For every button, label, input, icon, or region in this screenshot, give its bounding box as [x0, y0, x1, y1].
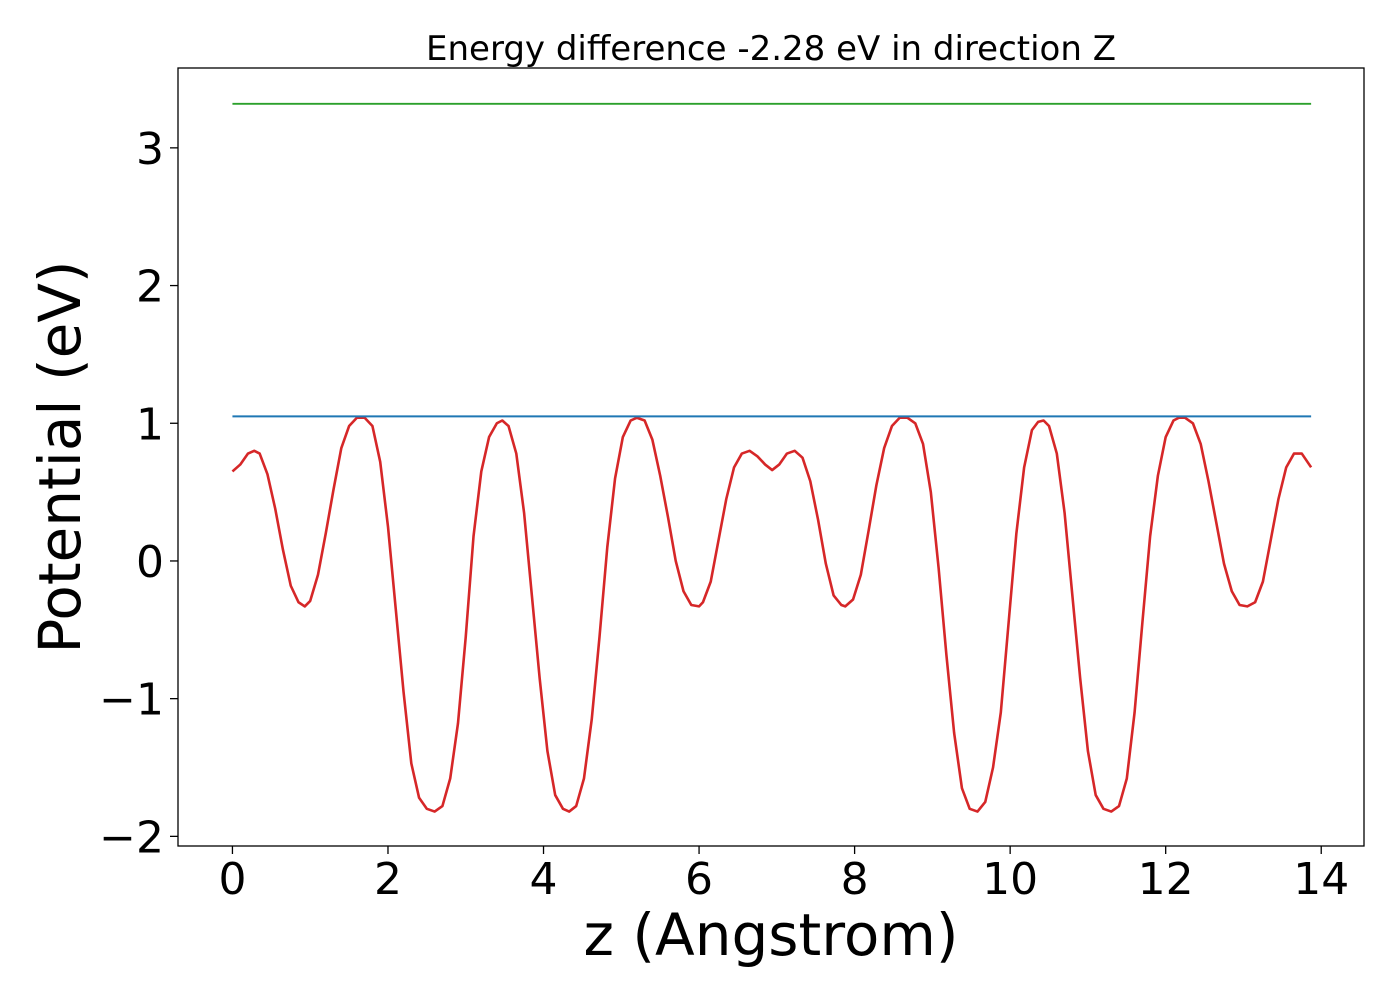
plot-area-frame — [177, 67, 1365, 847]
y-tick-label: 0 — [136, 537, 164, 588]
y-tick-label: 1 — [136, 399, 164, 450]
x-axis-label: z (Angstrom) — [584, 901, 959, 969]
y-tick-label: −2 — [99, 812, 164, 863]
x-axis-ticks: 0 2 4 6 8 10 12 14 — [218, 846, 1349, 905]
chart-title: Energy difference -2.28 eV in direction … — [426, 29, 1116, 69]
x-tick-label: 0 — [218, 854, 246, 905]
x-tick-label: 8 — [841, 854, 869, 905]
y-tick-label: −1 — [99, 675, 164, 726]
x-tick-label: 6 — [685, 854, 713, 905]
x-tick-label: 12 — [1138, 854, 1194, 905]
y-tick-label: 3 — [136, 124, 164, 175]
y-axis-label: Potential (eV) — [26, 260, 94, 653]
x-tick-label: 4 — [530, 854, 558, 905]
y-axis-ticks: −2 −1 0 1 2 3 — [99, 124, 178, 863]
y-tick-label: 2 — [136, 262, 164, 313]
series-layer — [231, 102, 1313, 813]
series-line-0 — [231, 416, 1313, 813]
x-tick-label: 10 — [982, 854, 1038, 905]
x-tick-label: 14 — [1293, 854, 1349, 905]
x-tick-label: 2 — [374, 854, 402, 905]
